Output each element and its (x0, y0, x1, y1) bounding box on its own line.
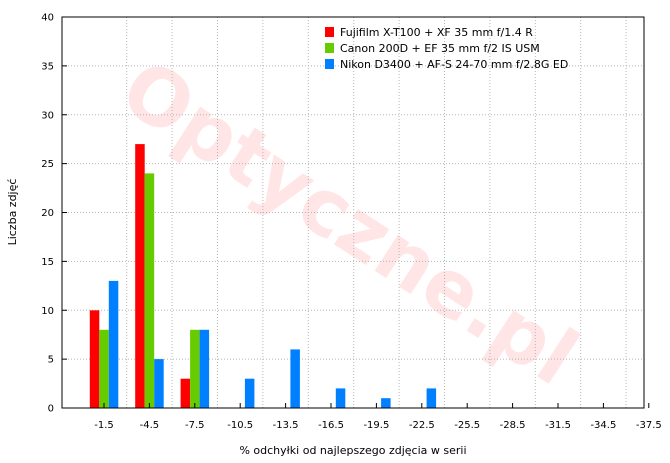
y-tick-label: 5 (48, 355, 54, 366)
legend: Fujifilm X-T100 + XF 35 mm f/1.4 R Canon … (325, 26, 568, 71)
x-tick-label: -13.5 (273, 420, 299, 431)
legend-swatch (325, 59, 334, 69)
x-tick-label: -4.5 (140, 420, 160, 431)
bar (144, 173, 155, 408)
grid (62, 17, 644, 408)
x-tick-label: -25.5 (454, 420, 480, 431)
x-tick-label: -16.5 (318, 420, 344, 431)
x-tick-label: -22.5 (409, 420, 435, 431)
watermark: Optyczne.pl (106, 43, 593, 403)
bar (335, 388, 346, 408)
x-axis-title: % odchyłki od najlepszego zdjęcia w seri… (239, 444, 466, 457)
y-tick-label: 30 (41, 110, 54, 121)
x-tick-label: -28.5 (500, 420, 526, 431)
y-tick-labels: 0 5 10 15 20 25 30 35 40 (41, 13, 67, 415)
bar (180, 378, 191, 408)
y-tick-label: 0 (48, 404, 54, 415)
bar (190, 329, 200, 408)
bar (244, 378, 255, 408)
x-tick-label: -37.5 (636, 420, 662, 431)
x-tick-label: -10.5 (227, 420, 253, 431)
y-tick-label: 20 (41, 208, 54, 219)
legend-label: Nikon D3400 + AF-S 24-70 mm f/2.8G ED (340, 58, 568, 71)
x-tick-label: -34.5 (590, 420, 616, 431)
watermark-text: Optyczne.pl (106, 43, 593, 403)
legend-swatch (325, 43, 334, 53)
legend-label: Fujifilm X-T100 + XF 35 mm f/1.4 R (340, 26, 533, 39)
legend-swatch (325, 27, 334, 37)
y-tick-label: 25 (41, 159, 54, 170)
bar (108, 280, 119, 408)
x-tick-label: -19.5 (363, 420, 389, 431)
y-tick-label: 10 (41, 306, 54, 317)
bar (135, 144, 145, 408)
x-tick-label: -7.5 (185, 420, 205, 431)
bars (89, 144, 437, 409)
legend-label: Canon 200D + EF 35 mm f/2 IS USM (340, 42, 540, 55)
y-tick-label: 15 (41, 257, 54, 268)
bar (426, 388, 437, 408)
y-tick-label: 35 (41, 61, 54, 72)
bar (199, 329, 210, 408)
bar (290, 349, 300, 408)
x-tick-label: -1.5 (94, 420, 114, 431)
bar (154, 359, 164, 408)
bar (99, 329, 109, 408)
y-axis-title: Liczba zdjęć (6, 179, 19, 246)
bar (381, 398, 391, 408)
x-tick-label: -31.5 (545, 420, 571, 431)
bar (89, 310, 100, 409)
y-tick-label: 40 (41, 13, 54, 24)
x-tick-labels: -1.5 -4.5 -7.5 -10.5 -13.5 -16.5 -19.5 -22.5 -25… (94, 403, 662, 431)
